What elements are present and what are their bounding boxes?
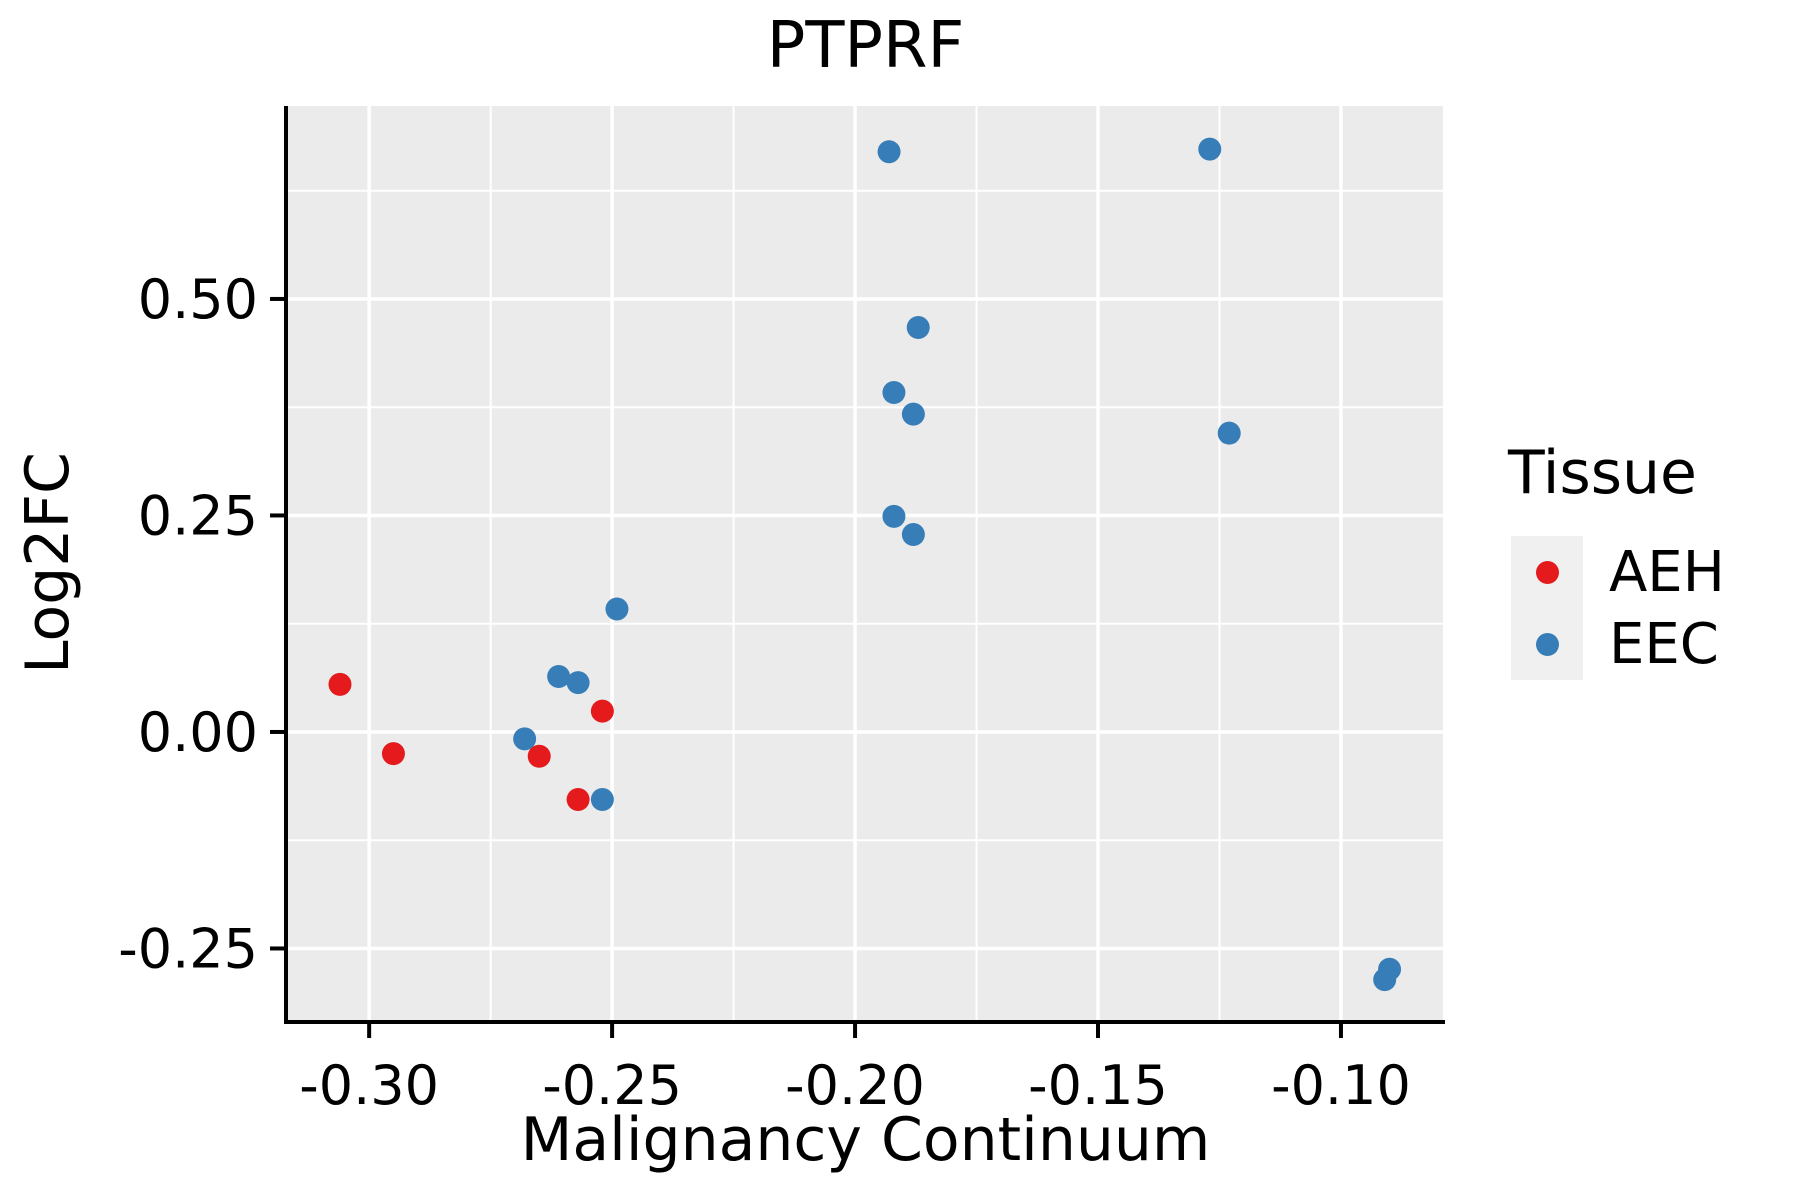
- data-point-aeh: [381, 742, 405, 766]
- data-point-eec: [590, 788, 614, 812]
- legend-key-eec: [1511, 608, 1583, 680]
- data-point-eec: [877, 140, 901, 164]
- x-tick-label: -0.15: [1028, 1054, 1168, 1117]
- data-point-aeh: [566, 788, 590, 812]
- x-tick-label: -0.25: [542, 1054, 682, 1117]
- legend-label-aeh: AEH: [1609, 539, 1725, 605]
- x-axis-title: Malignancy Continuum: [520, 1105, 1211, 1175]
- y-tick-label: 0.00: [138, 701, 258, 764]
- eec-dot-icon: [1535, 632, 1559, 656]
- data-point-eec: [513, 727, 537, 751]
- data-point-eec: [547, 665, 571, 689]
- data-point-aeh: [590, 699, 614, 723]
- legend-items: AEH EEC: [1511, 536, 1725, 680]
- data-point-aeh: [527, 744, 551, 768]
- data-point-eec: [882, 380, 906, 404]
- y-tick-label: 0.25: [138, 484, 258, 547]
- data-point-eec: [901, 402, 925, 426]
- y-tick-label: -0.25: [118, 917, 258, 980]
- data-point-eec: [882, 504, 906, 528]
- data-point-eec: [605, 597, 629, 621]
- data-point-eec: [1217, 421, 1241, 445]
- x-tick-label: -0.30: [299, 1054, 439, 1117]
- data-point-aeh: [328, 672, 352, 696]
- legend-label-eec: EEC: [1609, 611, 1719, 677]
- legend: Tissue AEH EEC: [1508, 438, 1725, 680]
- data-point-eec: [1198, 137, 1222, 161]
- chart-title: PTPRF: [766, 9, 965, 83]
- data-point-eec: [901, 523, 925, 547]
- x-tick-label: -0.20: [785, 1054, 925, 1117]
- data-point-eec: [1373, 968, 1397, 992]
- data-point-eec: [906, 316, 930, 340]
- aeh-dot-icon: [1535, 560, 1559, 584]
- legend-item-aeh: AEH: [1511, 536, 1725, 608]
- legend-title: Tissue: [1508, 438, 1697, 508]
- x-tick-label: -0.10: [1271, 1054, 1411, 1117]
- plot-panel: [288, 106, 1443, 1020]
- legend-key-aeh: [1511, 536, 1583, 608]
- y-tick-label: 0.50: [138, 268, 258, 331]
- y-axis-title: Log2FC: [13, 452, 83, 674]
- data-point-eec: [566, 671, 590, 695]
- legend-item-eec: EEC: [1511, 608, 1725, 680]
